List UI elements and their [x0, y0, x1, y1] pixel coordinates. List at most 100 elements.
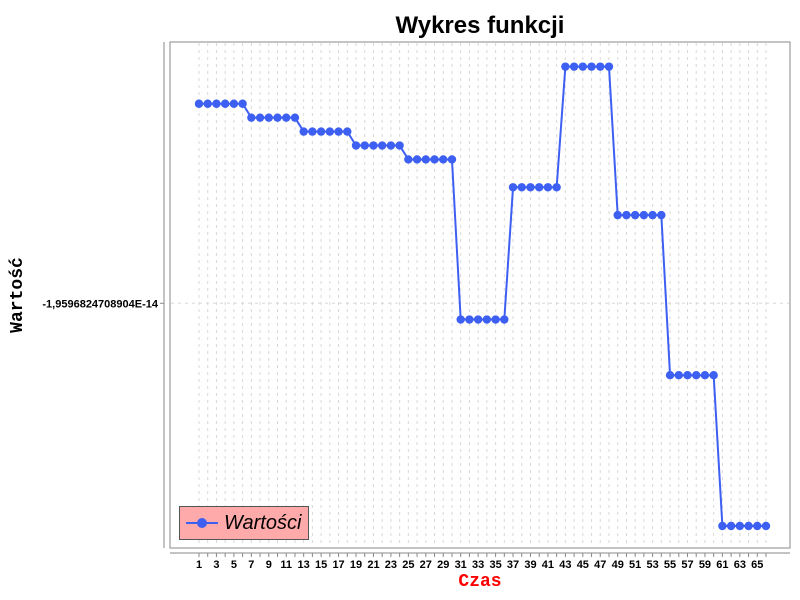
x-tick-label: 35 — [489, 559, 501, 571]
data-point — [674, 371, 683, 380]
x-tick-label: 55 — [664, 559, 676, 571]
data-point — [753, 521, 762, 531]
data-point — [508, 183, 518, 192]
data-point — [639, 210, 649, 220]
x-tick-label: 27 — [420, 559, 432, 571]
data-point — [465, 315, 474, 324]
x-tick-label: 63 — [734, 559, 746, 571]
x-tick-label: 33 — [472, 559, 484, 571]
x-tick-label: 7 — [248, 559, 254, 571]
data-point — [377, 141, 387, 150]
data-point — [290, 113, 300, 122]
data-point — [569, 62, 579, 71]
data-point — [421, 155, 430, 164]
legend-line-marker-icon — [186, 518, 218, 528]
x-tick-label: 21 — [367, 559, 379, 571]
data-point — [360, 141, 369, 150]
data-point — [404, 155, 413, 164]
data-point — [526, 183, 535, 192]
data-point — [648, 210, 657, 220]
x-tick-label: 47 — [594, 559, 606, 571]
x-tick-label: 23 — [385, 559, 397, 571]
data-point — [491, 315, 500, 324]
data-point — [343, 127, 352, 136]
data-point — [430, 155, 439, 164]
x-tick-label: 17 — [332, 559, 344, 571]
data-point — [194, 99, 204, 108]
x-tick-label: 29 — [437, 559, 449, 571]
data-point — [622, 210, 631, 220]
data-point — [718, 521, 727, 531]
chart-title: Wykres funkcji — [395, 12, 565, 39]
data-point — [692, 371, 701, 380]
x-tick-label: 45 — [577, 559, 589, 571]
data-point — [578, 62, 588, 71]
data-point — [473, 315, 483, 324]
x-tick-label: 19 — [350, 559, 362, 571]
legend-series-label: Wartości — [224, 511, 302, 534]
x-tick-label: 59 — [699, 559, 711, 571]
data-point — [482, 315, 492, 324]
x-tick-label: 49 — [612, 559, 624, 571]
x-tick-label: 31 — [455, 559, 467, 571]
x-tick-label: 3 — [213, 559, 219, 571]
data-point — [238, 99, 247, 108]
x-tick-label: 13 — [298, 559, 310, 571]
data-point — [395, 141, 404, 150]
data-point — [282, 113, 291, 122]
x-tick-label: 15 — [315, 559, 327, 571]
x-tick-label: 1 — [196, 559, 202, 571]
data-point — [700, 371, 710, 380]
data-point — [299, 127, 308, 136]
data-point — [561, 62, 570, 71]
data-point — [316, 127, 326, 136]
data-point — [517, 183, 526, 192]
data-point — [587, 62, 596, 71]
data-point — [613, 210, 622, 220]
x-tick-label: 51 — [629, 559, 641, 571]
data-point — [726, 521, 736, 531]
data-point — [247, 113, 256, 122]
y-axis-label: Wartość — [8, 257, 28, 333]
plot-frame — [169, 41, 791, 549]
data-point — [325, 127, 335, 136]
data-point — [630, 210, 640, 220]
data-point — [604, 62, 614, 71]
x-tick-label: 37 — [507, 559, 519, 571]
data-point — [535, 183, 544, 192]
x-tick-label: 53 — [646, 559, 658, 571]
x-axis-label: Czas — [458, 572, 502, 592]
data-point — [735, 521, 745, 531]
x-tick-label: 65 — [751, 559, 763, 571]
data-point — [596, 62, 605, 71]
data-point — [543, 183, 553, 192]
x-tick-label: 25 — [402, 559, 414, 571]
data-point — [412, 155, 422, 164]
data-point — [447, 155, 457, 164]
data-point — [761, 521, 771, 531]
x-tick-label: 43 — [559, 559, 571, 571]
data-point — [229, 99, 239, 108]
data-point — [255, 113, 265, 122]
x-tick-label: 41 — [542, 559, 554, 571]
x-tick-label: 61 — [716, 559, 728, 571]
data-point — [744, 521, 753, 531]
data-point — [264, 113, 273, 122]
data-point — [439, 155, 448, 164]
x-tick-label: 57 — [681, 559, 693, 571]
data-point — [665, 371, 675, 380]
data-point — [456, 315, 465, 324]
data-point — [308, 127, 317, 136]
data-point — [212, 99, 221, 108]
data-point — [683, 371, 692, 380]
x-tick-label: 9 — [266, 559, 272, 571]
legend: Wartości — [179, 506, 309, 540]
data-point — [709, 371, 718, 380]
data-point — [351, 141, 361, 150]
y-tick-label: -1,9596824708904E-14 — [42, 298, 158, 310]
x-tick-label: 5 — [231, 559, 237, 571]
data-point — [203, 99, 212, 108]
data-point — [552, 183, 561, 192]
